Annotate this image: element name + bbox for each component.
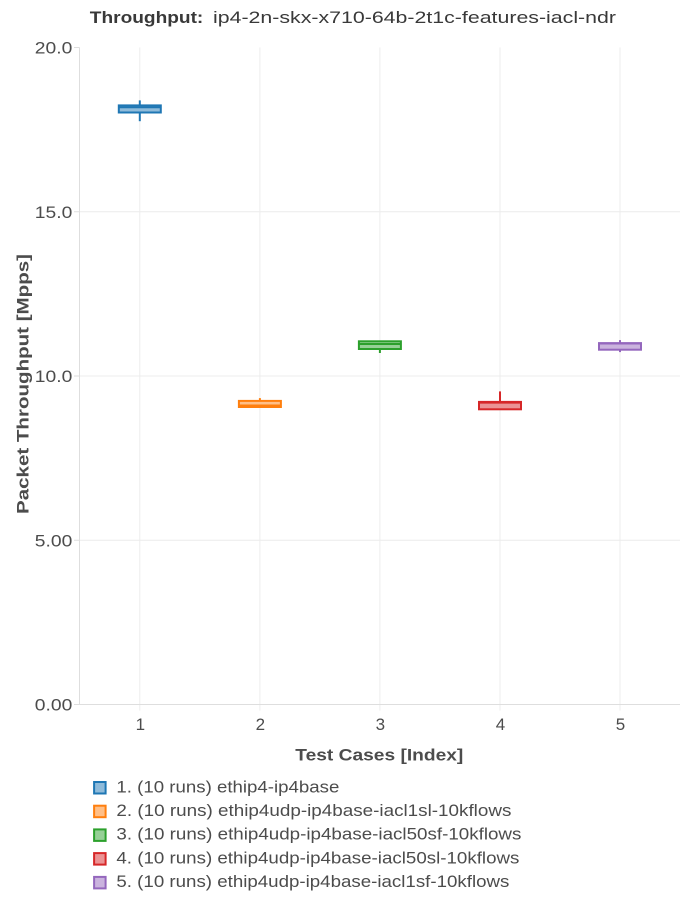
- svg-text:Throughput:: Throughput:: [90, 9, 204, 27]
- svg-text:3. (10 runs) ethip4udp-ip4base: 3. (10 runs) ethip4udp-ip4base-iacl50sf-…: [116, 825, 521, 844]
- svg-text:5. (10 runs) ethip4udp-ip4base: 5. (10 runs) ethip4udp-ip4base-iacl1sf-1…: [116, 872, 509, 891]
- svg-text:20.0: 20.0: [35, 39, 73, 58]
- svg-text:1: 1: [136, 715, 145, 734]
- svg-text:Packet Throughput [Mpps]: Packet Throughput [Mpps]: [15, 254, 33, 514]
- svg-text:5.00: 5.00: [35, 531, 73, 550]
- svg-text:ip4-2n-skx-x710-64b-2t1c-featu: ip4-2n-skx-x710-64b-2t1c-features-iacl-n…: [213, 9, 617, 27]
- svg-text:2: 2: [256, 715, 265, 734]
- svg-text:5: 5: [616, 715, 625, 734]
- svg-text:Test Cases [Index]: Test Cases [Index]: [295, 747, 463, 765]
- svg-text:4: 4: [496, 715, 505, 734]
- svg-text:4. (10 runs) ethip4udp-ip4base: 4. (10 runs) ethip4udp-ip4base-iacl50sl-…: [116, 848, 519, 867]
- svg-text:15.0: 15.0: [35, 203, 73, 222]
- svg-text:1. (10 runs) ethip4-ip4base: 1. (10 runs) ethip4-ip4base: [116, 777, 339, 796]
- svg-text:3: 3: [376, 715, 385, 734]
- svg-text:0.00: 0.00: [35, 696, 73, 715]
- svg-text:2. (10 runs) ethip4udp-ip4base: 2. (10 runs) ethip4udp-ip4base-iacl1sl-1…: [116, 801, 511, 820]
- svg-text:10.0: 10.0: [35, 367, 73, 386]
